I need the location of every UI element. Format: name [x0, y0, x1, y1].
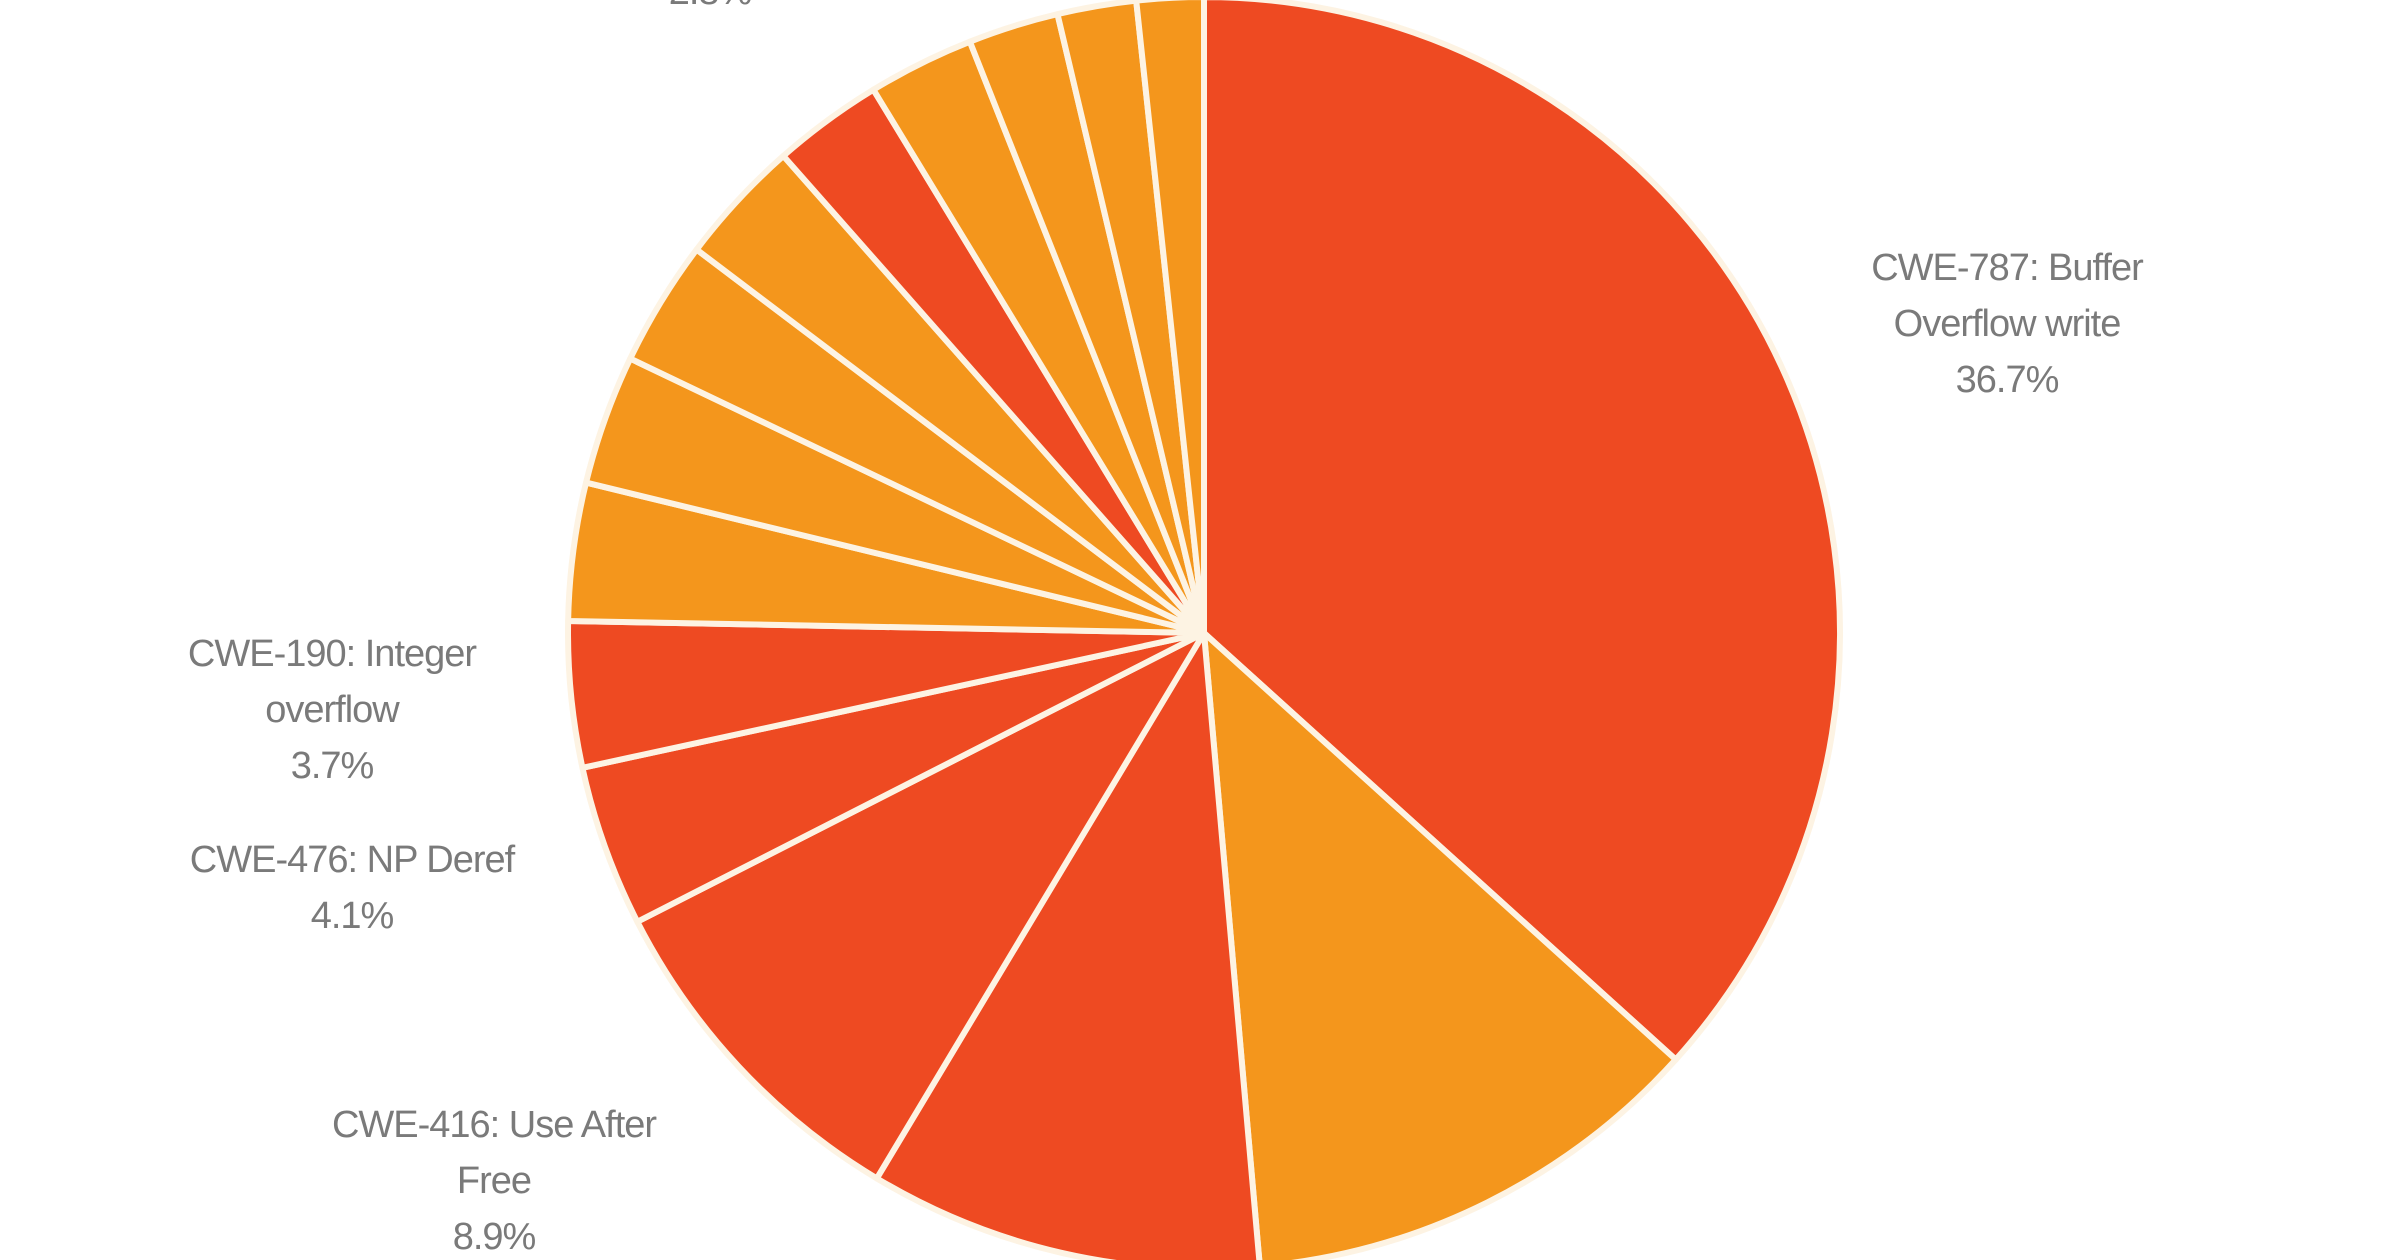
slice-value: 2.8%: [560, 0, 860, 20]
slice-name: CWE-416: Use After Free: [331, 1104, 657, 1202]
slice-value: 36.7%: [1955, 359, 2060, 401]
slice-name: CWE-476: NP Deref: [189, 839, 515, 881]
slice-label: 2.8%: [560, 0, 860, 20]
slice-label: CWE-787: Buffer Overflow write 36.7%: [1827, 240, 2187, 408]
pie-slice: [1201, 0, 1843, 1063]
slice-value: 4.1%: [310, 895, 395, 937]
pie-slice: [634, 630, 1207, 1182]
slice-value: 3.7%: [290, 745, 375, 787]
slice-name: CWE-787: Buffer Overflow write: [1871, 247, 2144, 345]
pie-slice: [1133, 0, 1207, 636]
slice-name: CWE-190: Integer overflow: [187, 633, 477, 731]
slice-label: CWE-416: Use After Free 8.9%: [294, 1097, 694, 1260]
slice-value: 8.9%: [452, 1216, 537, 1258]
pie-slice: [873, 630, 1263, 1260]
slice-label: CWE-476: NP Deref 4.1%: [132, 832, 572, 944]
slice-label: CWE-190: Integer overflow 3.7%: [142, 626, 522, 794]
